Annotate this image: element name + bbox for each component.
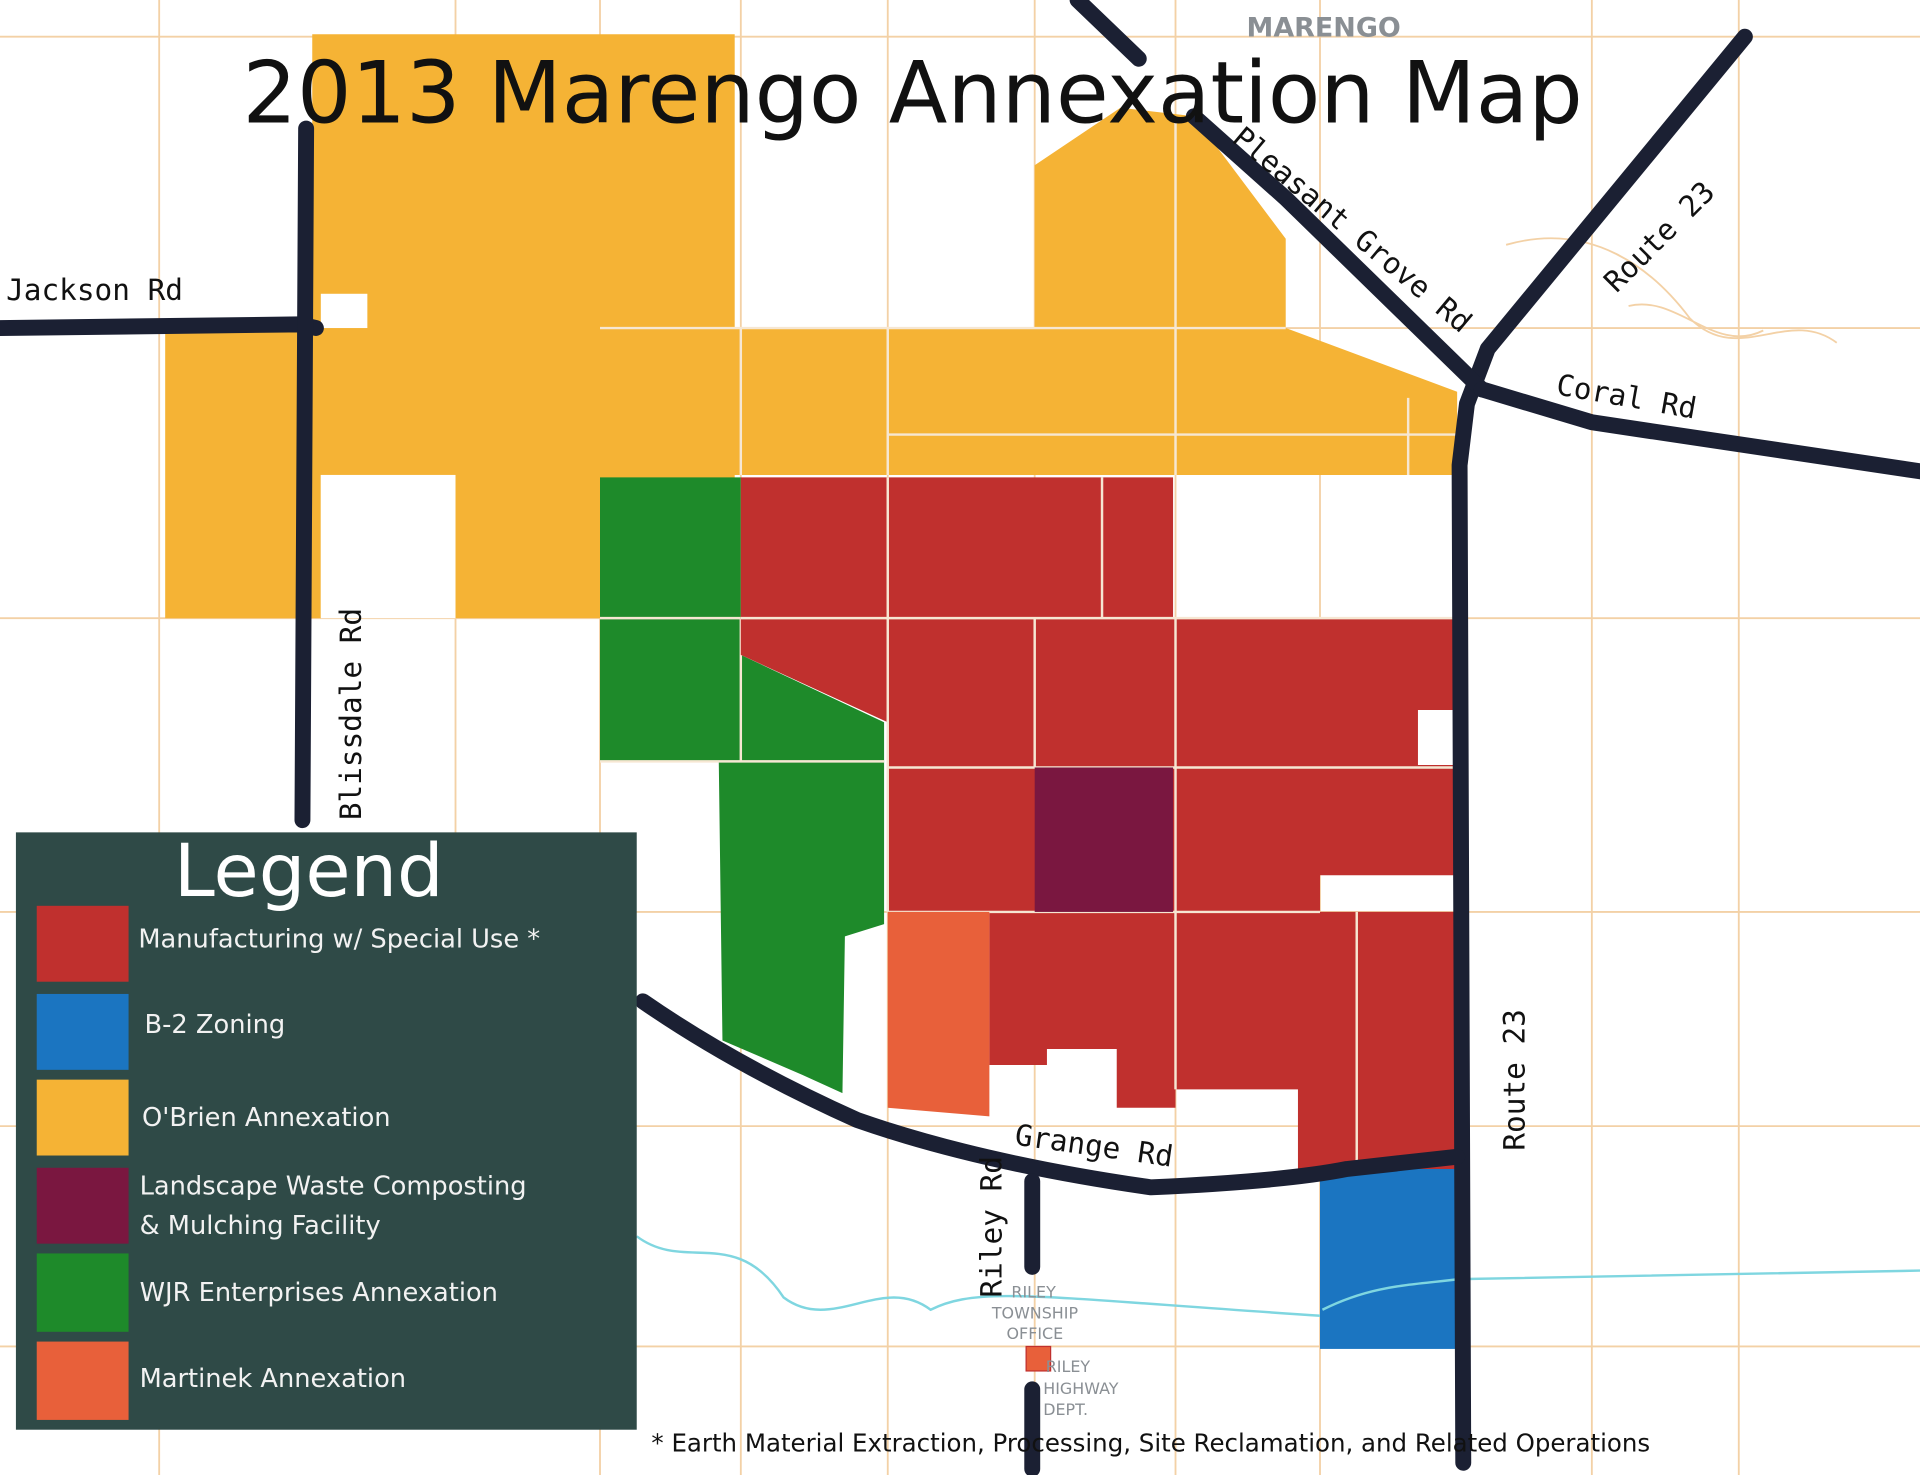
svg-text:TOWNSHIP: TOWNSHIP bbox=[991, 1303, 1079, 1322]
township-office-label: RILEY TOWNSHIP OFFICE bbox=[991, 1283, 1079, 1344]
svg-text:O'Brien Annexation: O'Brien Annexation bbox=[142, 1103, 391, 1133]
town-label: MARENGO bbox=[1247, 13, 1401, 44]
composting-facility-area bbox=[1034, 767, 1174, 912]
building-icon bbox=[1025, 1345, 1052, 1372]
legend-item-composting: Landscape Waste Composting & Mulching Fa… bbox=[36, 1167, 527, 1244]
coral-road-line bbox=[1473, 381, 1920, 480]
legend-swatch bbox=[36, 1167, 129, 1244]
svg-text:Landscape Waste Composting: Landscape Waste Composting bbox=[140, 1172, 527, 1202]
legend-swatch bbox=[36, 1341, 129, 1420]
route-23-bottom-label: Route 23 bbox=[1497, 1009, 1531, 1150]
blissdale-road-label: Blissdale Rd bbox=[334, 608, 368, 820]
svg-text:RILEY: RILEY bbox=[1046, 1357, 1091, 1376]
legend-item-wjr: WJR Enterprises Annexation bbox=[36, 1253, 498, 1332]
svg-text:WJR Enterprises Annexation: WJR Enterprises Annexation bbox=[140, 1278, 498, 1308]
legend-swatch bbox=[36, 1079, 129, 1156]
jackson-road-line bbox=[0, 316, 324, 337]
legend-item-manufacturing: Manufacturing w/ Special Use * bbox=[36, 905, 540, 982]
blissdale-road-line bbox=[294, 120, 315, 829]
legend-swatch bbox=[36, 905, 129, 982]
highway-dept-label: RILEY HIGHWAY DEPT. bbox=[1043, 1357, 1118, 1419]
martinek-annexation-area bbox=[887, 911, 990, 1117]
b2-zoning-area bbox=[1320, 1168, 1460, 1349]
legend-swatch bbox=[36, 1253, 129, 1332]
riley-road-label: Riley Rd bbox=[975, 1156, 1009, 1297]
wjr-enterprises-area bbox=[600, 477, 885, 1094]
legend-item-martinek: Martinek Annexation bbox=[36, 1341, 406, 1420]
legend-swatch bbox=[36, 993, 129, 1070]
jackson-road-label: Jackson Rd bbox=[6, 273, 183, 307]
svg-text:HIGHWAY: HIGHWAY bbox=[1043, 1379, 1118, 1398]
grange-road-line bbox=[634, 993, 1466, 1196]
footnote: * Earth Material Extraction, Processing,… bbox=[651, 1429, 1650, 1458]
legend-title: Legend bbox=[174, 829, 444, 914]
svg-text:DEPT.: DEPT. bbox=[1043, 1400, 1088, 1419]
pleasant-grove-road-line bbox=[1069, 0, 1490, 398]
svg-text:& Mulching Facility: & Mulching Facility bbox=[140, 1211, 381, 1241]
obrien-parcel-east bbox=[600, 107, 1458, 475]
route-23-line bbox=[1451, 28, 1753, 1471]
map-title: 2013 Marengo Annexation Map bbox=[242, 43, 1582, 143]
svg-text:Martinek Annexation: Martinek Annexation bbox=[140, 1364, 406, 1394]
svg-text:RILEY: RILEY bbox=[1011, 1283, 1056, 1302]
svg-text:B-2 Zoning: B-2 Zoning bbox=[144, 1010, 285, 1040]
legend-item-obrien: O'Brien Annexation bbox=[36, 1079, 391, 1156]
legend: Legend Manufacturing w/ Special Use * B-… bbox=[15, 829, 637, 1430]
svg-text:Manufacturing w/ Special Use *: Manufacturing w/ Special Use * bbox=[138, 924, 540, 954]
legend-item-b2-zoning: B-2 Zoning bbox=[36, 993, 285, 1070]
svg-text:OFFICE: OFFICE bbox=[1007, 1324, 1064, 1343]
